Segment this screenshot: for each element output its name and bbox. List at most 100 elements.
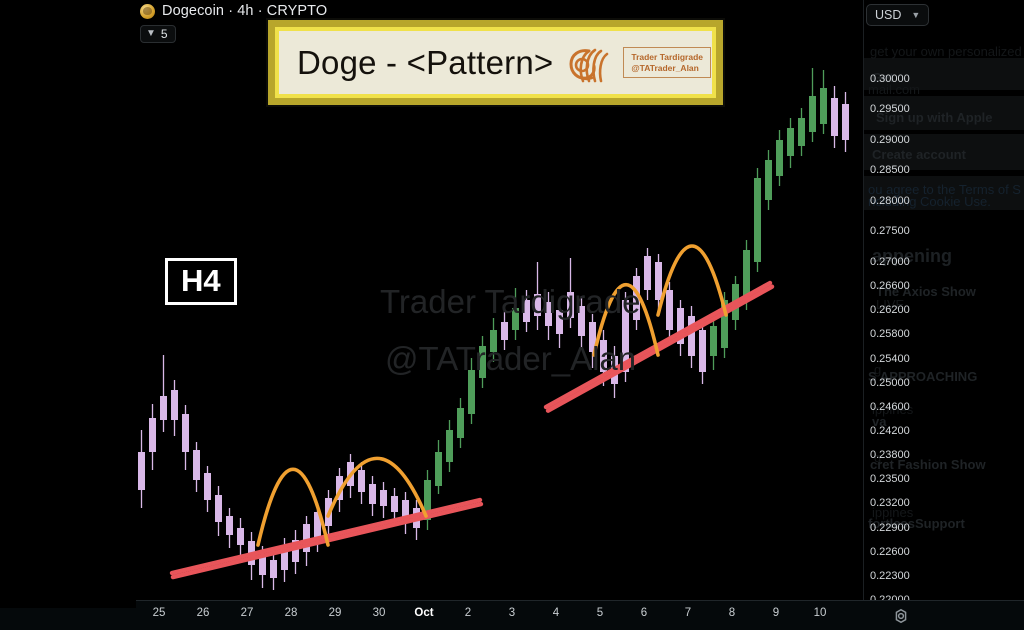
left-arch-1	[256, 467, 330, 547]
candle	[226, 508, 233, 548]
time-tick: 25	[152, 607, 166, 619]
background-block	[864, 134, 1024, 170]
banner-credit-handle: @TATrader_Alan	[631, 62, 699, 73]
currency-select-value: USD	[875, 8, 902, 22]
candle	[358, 462, 365, 504]
candle	[787, 118, 794, 168]
time-tick: 30	[372, 607, 386, 619]
candle	[710, 318, 717, 370]
price-tick: 0.22300	[870, 569, 910, 582]
time-tick: 3	[508, 607, 516, 619]
candle	[589, 314, 596, 368]
price-tick: 0.23200	[870, 497, 910, 510]
candle	[160, 355, 167, 432]
timeframe-tag: H4	[165, 258, 237, 305]
background-text: ncluding Cookie Use.	[868, 194, 991, 209]
background-text: Sign up with Apple	[876, 110, 993, 125]
background-text: g	[874, 450, 882, 465]
candle	[457, 398, 464, 448]
banner-credit-box: Trader Tardigrade @TATrader_Alan	[623, 46, 712, 79]
candle	[369, 476, 376, 516]
candle	[380, 482, 387, 518]
candle	[435, 440, 442, 494]
candle	[754, 168, 761, 272]
background-text: va	[872, 414, 887, 429]
bars-count-label: 5	[160, 27, 168, 41]
candle	[699, 322, 706, 384]
candle	[644, 248, 651, 300]
background-social-panel: get your own personalized Get mail.com Sign…	[864, 0, 1024, 630]
background-text: ou agree to the Terms of S	[868, 182, 1021, 197]
title-banner: Doge - <Pattern> Trader Tardigrade @TATr…	[268, 20, 723, 105]
price-axis-separator	[863, 0, 864, 600]
price-tick: 0.25400	[870, 352, 910, 365]
currency-select[interactable]: USD ▼	[866, 4, 930, 26]
bars-count-pill[interactable]: ▼ 5	[140, 25, 176, 43]
candle	[776, 130, 783, 186]
time-tick: 9	[772, 607, 780, 619]
chevron-down-icon: ▼	[146, 28, 156, 39]
candle	[215, 486, 222, 536]
candle	[446, 420, 453, 472]
price-tick: 0.26200	[870, 304, 910, 317]
candle	[204, 466, 211, 512]
gear-icon[interactable]	[890, 605, 912, 627]
price-tick: 0.24200	[870, 424, 910, 437]
background-text: ippines	[872, 505, 914, 520]
candle	[831, 86, 838, 148]
price-tick: 0.24600	[870, 400, 910, 413]
price-tick: 0.28000	[870, 194, 910, 207]
price-tick: 0.27500	[870, 225, 910, 238]
background-text: Create account	[872, 147, 966, 162]
price-tick: 0.22900	[870, 521, 910, 534]
candle	[402, 492, 409, 534]
watermark-handle: @TATrader_Alan	[385, 340, 637, 377]
price-tick: 0.27000	[870, 255, 910, 268]
right-arch-2	[656, 244, 728, 317]
price-tick: 0.23500	[870, 473, 910, 486]
dogecoin-coin-icon	[140, 3, 155, 19]
background-block	[864, 96, 1024, 130]
watermark-name: Trader Tardigrade	[380, 283, 641, 320]
price-axis[interactable]: 0.30000 0.29500 0.29000 0.28500 0.28000 0.275…	[864, 0, 920, 606]
candle	[567, 258, 574, 328]
tardigrade-logo-icon	[569, 48, 609, 82]
background-text: LIVE	[876, 297, 905, 312]
candle	[237, 518, 244, 558]
background-text: ippines	[872, 402, 914, 417]
time-axis[interactable]: 25 26 27 28 29 30 Oct 2 3 4 5 6 7 8 9 10	[136, 600, 1024, 630]
price-tick: 0.22600	[870, 545, 910, 558]
price-tick: 0.25000	[870, 376, 910, 389]
candle	[578, 296, 585, 348]
left-arch-2	[326, 456, 428, 518]
candle	[479, 336, 486, 388]
candle	[809, 68, 816, 142]
background-text: g	[874, 362, 882, 377]
candle	[490, 318, 497, 362]
candle	[182, 405, 189, 470]
background-block	[864, 176, 1024, 210]
candle	[633, 268, 640, 330]
candle	[688, 306, 695, 368]
candle	[171, 380, 178, 436]
candle	[468, 358, 475, 424]
time-tick: 7	[684, 607, 692, 619]
candle	[677, 300, 684, 356]
background-text: mail.com	[868, 82, 921, 97]
time-tick: 2	[464, 607, 472, 619]
price-tick: 0.28500	[870, 164, 910, 177]
banner-credit-name: Trader Tardigrade	[631, 51, 704, 62]
banner-title: Doge - <Pattern>	[297, 43, 554, 81]
candle	[512, 288, 519, 340]
candle	[391, 488, 398, 524]
symbol-header[interactable]: Dogecoin · 4h · CRYPTO	[140, 3, 327, 19]
chevron-down-icon: ▼	[911, 10, 921, 20]
time-tick: 5	[596, 607, 604, 619]
background-text: appening	[872, 246, 952, 266]
time-tick: 26	[196, 607, 210, 619]
price-tick: 0.30000	[870, 72, 910, 85]
right-arch-1	[592, 283, 660, 357]
symbol-label: Dogecoin · 4h · CRYPTO	[162, 3, 328, 19]
time-tick: 28	[284, 607, 298, 619]
